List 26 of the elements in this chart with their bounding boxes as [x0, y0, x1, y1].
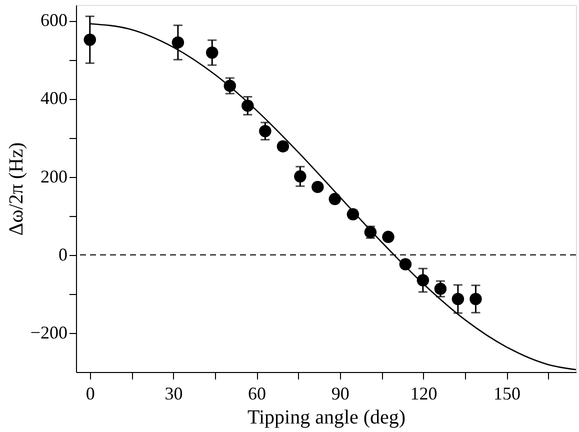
y-axis-title: Δω/2π (Hz)	[5, 142, 28, 236]
x-tick-label: 30	[164, 384, 183, 404]
point	[294, 170, 306, 183]
y-tick-label: −200	[30, 322, 68, 342]
point	[172, 36, 184, 49]
point	[84, 34, 96, 46]
point	[346, 208, 360, 220]
x-tick-label: 120	[410, 384, 438, 404]
point	[328, 192, 342, 206]
point	[434, 282, 447, 295]
point	[382, 230, 394, 244]
point	[206, 46, 218, 59]
point	[259, 124, 272, 138]
x-tick-label: 90	[331, 384, 350, 404]
point	[312, 180, 324, 194]
point	[452, 292, 464, 306]
x-axis-title: Tipping angle (deg)	[247, 406, 406, 428]
x-tick-label: 0	[86, 384, 95, 404]
y-tick-label: 0	[58, 244, 68, 264]
point	[470, 292, 482, 306]
y-tick-label: 200	[40, 166, 68, 186]
x-tick-label: 60	[248, 384, 266, 404]
x-tick-label: 150	[494, 384, 521, 404]
y-tick-label: 400	[40, 88, 68, 108]
y-tick-label: 600	[40, 10, 68, 30]
point	[276, 140, 290, 152]
